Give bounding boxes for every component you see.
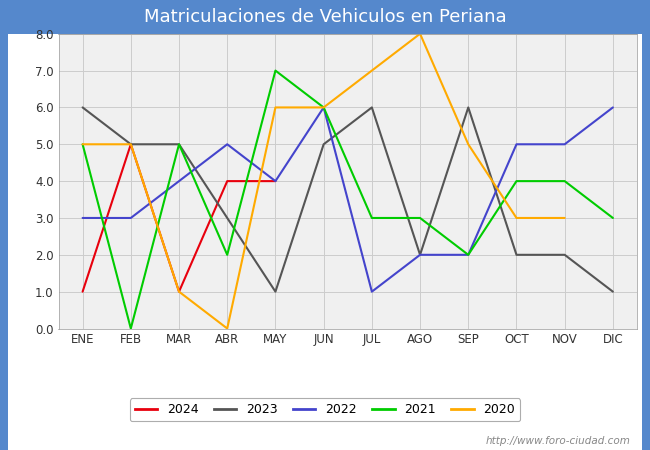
2020 bbox=[320, 105, 328, 110]
2023 bbox=[609, 289, 617, 294]
2022 bbox=[368, 289, 376, 294]
2021 bbox=[416, 215, 424, 220]
2021 bbox=[175, 142, 183, 147]
2021 bbox=[320, 105, 328, 110]
2023 bbox=[464, 105, 472, 110]
2024 bbox=[272, 178, 280, 184]
2023 bbox=[368, 105, 376, 110]
2020 bbox=[272, 105, 280, 110]
2023 bbox=[127, 142, 135, 147]
Text: http://www.foro-ciudad.com: http://www.foro-ciudad.com bbox=[486, 436, 630, 446]
Line: 2022: 2022 bbox=[83, 108, 613, 292]
2022 bbox=[609, 105, 617, 110]
2021 bbox=[561, 178, 569, 184]
2022 bbox=[513, 142, 521, 147]
2023 bbox=[272, 289, 280, 294]
2021 bbox=[79, 142, 86, 147]
2020 bbox=[127, 142, 135, 147]
2020 bbox=[224, 326, 231, 331]
2020 bbox=[175, 289, 183, 294]
2021 bbox=[127, 326, 135, 331]
2021 bbox=[272, 68, 280, 73]
Legend: 2024, 2023, 2022, 2021, 2020: 2024, 2023, 2022, 2021, 2020 bbox=[129, 398, 521, 421]
2024 bbox=[224, 178, 231, 184]
2023 bbox=[320, 142, 328, 147]
Line: 2024: 2024 bbox=[83, 144, 276, 292]
Line: 2021: 2021 bbox=[83, 71, 613, 328]
2023 bbox=[79, 105, 86, 110]
2023 bbox=[224, 215, 231, 220]
2024 bbox=[127, 142, 135, 147]
2023 bbox=[416, 252, 424, 257]
2024 bbox=[175, 289, 183, 294]
2022 bbox=[272, 178, 280, 184]
2022 bbox=[79, 215, 86, 220]
2020 bbox=[416, 31, 424, 36]
2020 bbox=[464, 142, 472, 147]
2024 bbox=[79, 289, 86, 294]
2022 bbox=[127, 215, 135, 220]
2022 bbox=[561, 142, 569, 147]
2020 bbox=[513, 215, 521, 220]
2021 bbox=[368, 215, 376, 220]
2022 bbox=[224, 142, 231, 147]
2023 bbox=[513, 252, 521, 257]
2020 bbox=[79, 142, 86, 147]
2023 bbox=[561, 252, 569, 257]
2023 bbox=[175, 142, 183, 147]
2022 bbox=[416, 252, 424, 257]
2021 bbox=[224, 252, 231, 257]
2022 bbox=[464, 252, 472, 257]
Text: Matriculaciones de Vehiculos en Periana: Matriculaciones de Vehiculos en Periana bbox=[144, 8, 506, 26]
2021 bbox=[464, 252, 472, 257]
2022 bbox=[175, 178, 183, 184]
Line: 2020: 2020 bbox=[83, 34, 565, 328]
Line: 2023: 2023 bbox=[83, 108, 613, 292]
2022 bbox=[320, 105, 328, 110]
2020 bbox=[561, 215, 569, 220]
2021 bbox=[609, 215, 617, 220]
2021 bbox=[513, 178, 521, 184]
